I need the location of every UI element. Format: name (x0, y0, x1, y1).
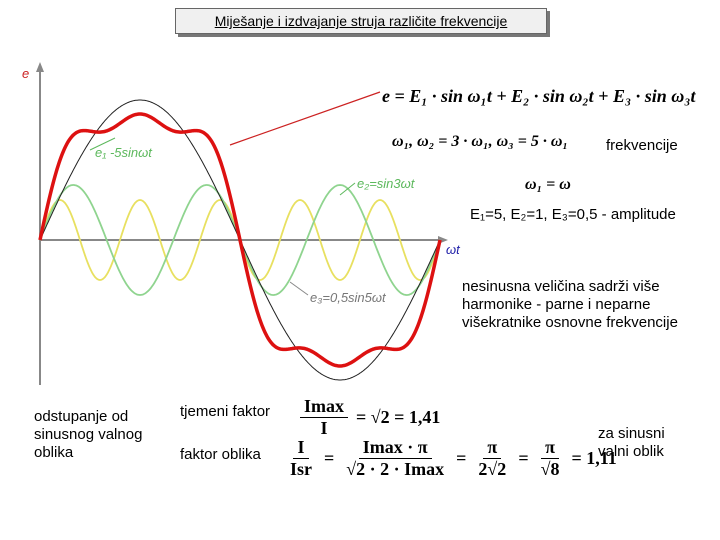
curve-label: e₃=0,5sin5ωt (310, 290, 387, 305)
y-axis-label: e (22, 66, 29, 81)
form-label: faktor oblika (180, 446, 261, 463)
crest-formula: Imax I = √2 = 1,41 (300, 396, 440, 439)
frequencies: ω₁, ω₂ = 3 · ω₁, ω₃ = 5 · ω₁ (392, 133, 568, 150)
fraction: Imax I (300, 396, 348, 439)
text-line: sinusnog valnog (34, 426, 143, 443)
waveform-chart: e ωt e₁ -5sinωt e₂=sin3ωt e₃=0,5sin5ωt (22, 62, 461, 385)
denominator: √8 (540, 459, 560, 479)
denominator: I (320, 418, 328, 438)
fraction: π √8 (537, 437, 564, 480)
curve-label: e₂=sin3ωt (357, 176, 416, 191)
text-line: odstupanje od (34, 408, 129, 425)
deviation: odstupanje od sinusnog valnog oblika (34, 408, 142, 462)
formula-text: = (324, 448, 335, 468)
fraction: π 2√2 (474, 437, 510, 480)
denominator: √2 · 2 · Imax (346, 459, 445, 479)
amplitudes: E₁=5, E₂=1, E₃=0,5 - amplitude (470, 206, 676, 223)
fraction: I Isr (286, 437, 316, 480)
denominator: 2√2 (478, 459, 507, 479)
formula-text: = √2 = 1,41 (356, 407, 441, 427)
formula-text: = (518, 448, 529, 468)
description: nesinusna veličina sadrži više harmonike … (462, 278, 678, 332)
text-line: višekratnike osnovne frekvencije (462, 314, 678, 331)
text-line: oblika (34, 444, 74, 461)
label-leader (89, 137, 116, 151)
text-line: harmonike - parne i neparne (462, 296, 651, 313)
form-formula: I Isr = Imax · π √2 · 2 · Imax = π 2√2 = π √8 = 1,1… (286, 437, 617, 480)
x-axis-label: ωt (446, 242, 461, 257)
frequencies-label: frekvencije (606, 137, 678, 154)
numerator: π (541, 437, 559, 459)
numerator: π (483, 437, 502, 459)
formula-text: = (456, 448, 467, 468)
curve-sum (38, 112, 442, 368)
label-leader (339, 182, 356, 196)
pointer-line (229, 91, 381, 146)
equation: e = E₁ · sin ω₁t + E₂ · sin ω₂t + E₃ · s… (382, 86, 696, 106)
text-line: za sinusni (598, 425, 665, 442)
omega: ω₁ = ω (525, 176, 571, 193)
crest-label: tjemeni faktor (180, 403, 271, 420)
text-line: valni oblik (598, 443, 664, 460)
fraction: Imax · π √2 · 2 · Imax (342, 437, 448, 480)
y-arrow (36, 62, 44, 72)
sinusoid-note: za sinusni valni oblik (598, 425, 665, 461)
curve-label: e₁ -5sinωt (95, 145, 153, 160)
title: Miješanje i izdvajanje struja različite … (175, 8, 547, 34)
denominator: Isr (290, 459, 312, 479)
numerator: Imax (300, 396, 348, 418)
formula-text: = 1,11 (571, 448, 617, 468)
numerator: Imax · π (358, 437, 432, 459)
label-leader (289, 281, 309, 296)
text-line: nesinusna veličina sadrži više (462, 278, 660, 295)
numerator: I (293, 437, 309, 459)
